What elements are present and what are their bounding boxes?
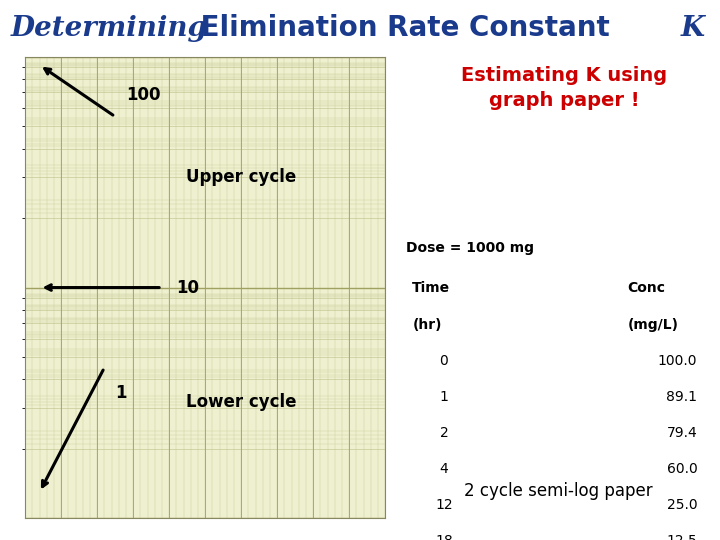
Text: 100: 100	[126, 86, 161, 104]
Text: Lower cycle: Lower cycle	[186, 393, 297, 411]
Text: Upper cycle: Upper cycle	[186, 168, 297, 186]
Text: 18: 18	[435, 534, 453, 540]
Text: Estimating K using
graph paper !: Estimating K using graph paper !	[462, 66, 667, 110]
Text: 12.5: 12.5	[667, 534, 698, 540]
Text: 25.0: 25.0	[667, 498, 698, 512]
Text: K: K	[680, 15, 705, 42]
Text: 1: 1	[115, 384, 127, 402]
Text: 0: 0	[440, 354, 449, 368]
Text: Dose = 1000 mg: Dose = 1000 mg	[406, 241, 534, 255]
Text: 60.0: 60.0	[667, 462, 698, 476]
Text: Time: Time	[413, 281, 451, 295]
Text: Determining: Determining	[11, 15, 207, 42]
Text: 100.0: 100.0	[658, 354, 698, 368]
Text: 2 cycle semi-log paper: 2 cycle semi-log paper	[464, 482, 652, 500]
Text: 12: 12	[435, 498, 453, 512]
Text: 2: 2	[440, 426, 449, 440]
Text: (hr): (hr)	[413, 318, 442, 332]
Text: 4: 4	[440, 462, 449, 476]
Text: (mg/L): (mg/L)	[628, 318, 679, 332]
Text: 89.1: 89.1	[667, 390, 698, 404]
Text: Elimination Rate Constant: Elimination Rate Constant	[191, 15, 610, 42]
Text: 1: 1	[439, 390, 449, 404]
Text: 79.4: 79.4	[667, 426, 698, 440]
Text: Conc: Conc	[628, 281, 666, 295]
Text: 10: 10	[176, 279, 199, 296]
